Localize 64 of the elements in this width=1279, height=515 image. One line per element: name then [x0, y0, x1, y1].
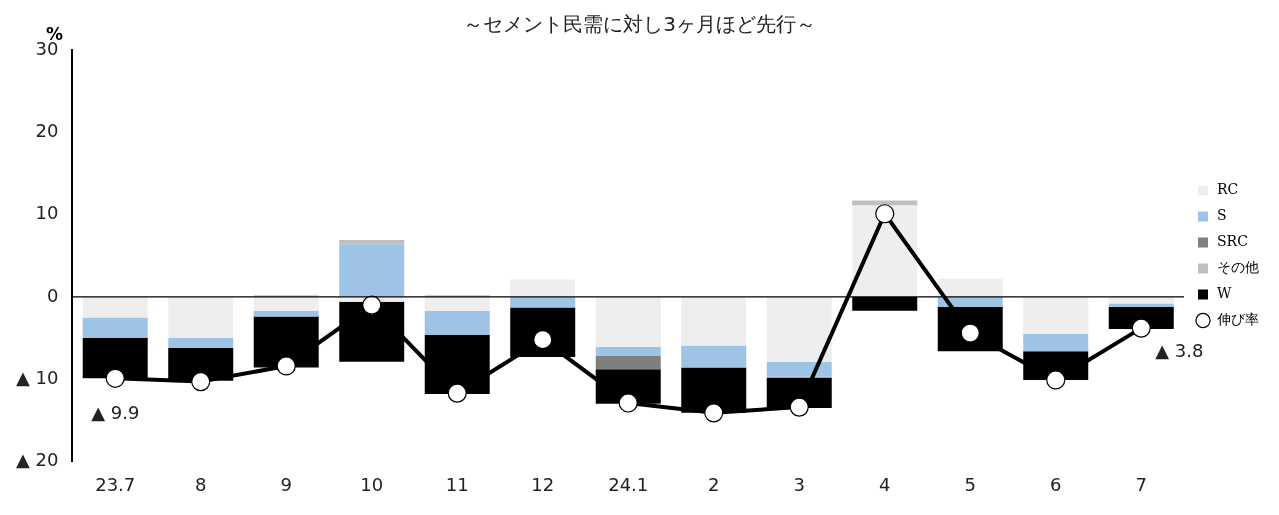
bar [339, 240, 405, 245]
x-tick-label: 7 [1135, 473, 1147, 495]
point [191, 371, 211, 392]
x-tick-label: 24.1 [608, 473, 649, 495]
point [618, 393, 638, 413]
bar [1108, 303, 1174, 307]
point [789, 397, 809, 417]
y-tick-label: ▲ 10 [16, 366, 59, 388]
bar [339, 244, 405, 297]
x-tick-label: 11 [445, 473, 469, 495]
point [875, 204, 895, 224]
bar [82, 317, 148, 338]
legend-label: その他 [1217, 259, 1259, 276]
bar [424, 310, 490, 335]
point [1046, 370, 1066, 390]
bar [1108, 296, 1174, 304]
x-tick-label: 4 [879, 473, 891, 495]
legend-label: S [1217, 207, 1227, 224]
bar [937, 296, 1003, 307]
bar [681, 296, 747, 346]
bar [595, 356, 661, 370]
chart-subtitle: ～セメント民需に対し3ヶ月ほど先行～ [463, 12, 816, 37]
y-tick-label: ▲ 20 [16, 449, 59, 471]
x-tick-label: 2 [708, 473, 720, 495]
bar [595, 296, 661, 348]
legend-label: 伸び率 [1216, 311, 1259, 328]
bar [424, 296, 490, 311]
point [704, 403, 724, 423]
bar [766, 361, 832, 377]
legend-label: SRC [1217, 233, 1248, 250]
x-tick-label: 10 [360, 473, 384, 495]
legend-label: W [1217, 285, 1232, 302]
x-tick-label: 12 [531, 473, 555, 495]
point [276, 356, 296, 376]
bar [510, 296, 576, 308]
bar [82, 296, 148, 318]
point [105, 368, 125, 388]
bar [253, 310, 319, 317]
bar [937, 278, 1003, 297]
bar [168, 296, 234, 338]
annotation: ▲ 9.9 [91, 401, 140, 423]
bar [852, 200, 918, 206]
x-tick-label: 5 [964, 473, 976, 495]
x-tick-label: 6 [1050, 473, 1062, 495]
bar [766, 296, 832, 362]
x-tick-label: 3 [793, 473, 805, 495]
point [447, 383, 467, 403]
point [362, 295, 382, 315]
y-tick-label: 20 [35, 119, 59, 141]
x-tick-label: 23.7 [95, 473, 136, 495]
annotation: ▲ 3.8 [1155, 339, 1204, 361]
x-tick-label: 8 [195, 473, 207, 495]
x-tick-label: 9 [280, 473, 292, 495]
bar [168, 337, 234, 348]
bar [1023, 333, 1089, 352]
bar [253, 296, 319, 311]
bar [1023, 296, 1089, 334]
y-tick-label: 0 [47, 284, 59, 306]
y-tick-label: 10 [35, 202, 59, 224]
bar [510, 279, 576, 297]
legend-label: RC [1217, 181, 1239, 198]
bar [681, 345, 747, 368]
point [1131, 318, 1151, 338]
bar [595, 347, 661, 357]
